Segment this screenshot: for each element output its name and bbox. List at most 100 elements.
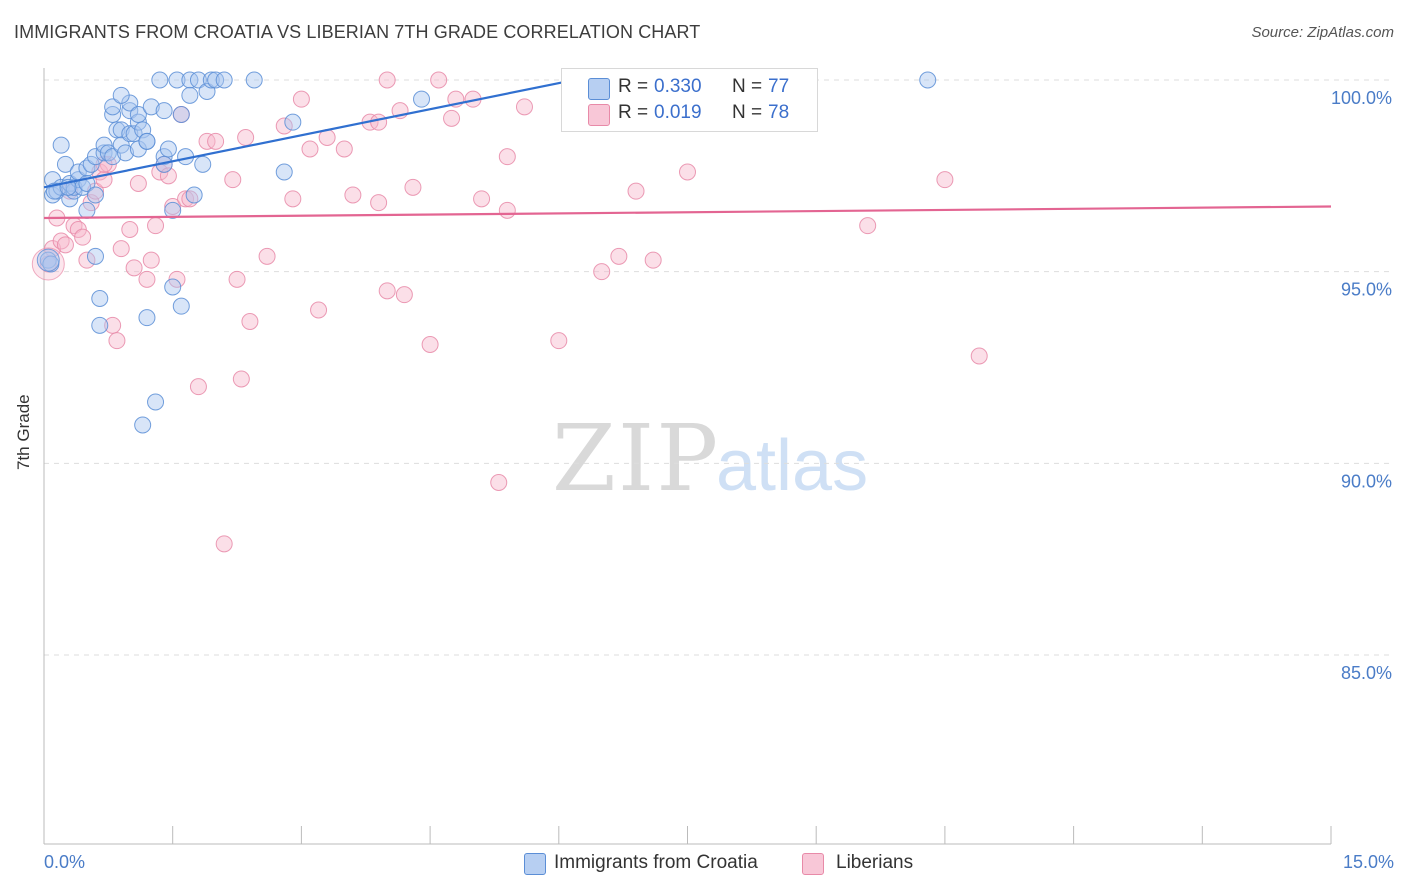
liberia-point: [78, 251, 96, 269]
legend-r-label: R =: [618, 102, 649, 123]
y-axis-label: 7th Grade: [14, 394, 33, 470]
croatia-point: [112, 86, 130, 104]
croatia-point: [142, 98, 160, 116]
chart-title: IMMIGRANTS FROM CROATIA VS LIBERIAN 7TH …: [14, 22, 701, 42]
croatia-point: [245, 71, 263, 89]
liberia-point: [936, 171, 954, 189]
croatia-point: [155, 102, 173, 120]
croatia-point: [117, 144, 135, 162]
liberia-point: [69, 221, 87, 238]
croatia-point: [104, 98, 122, 116]
croatia-point: [86, 186, 104, 204]
liberia-point: [129, 175, 147, 192]
y-tick-label: 100.0%: [1331, 88, 1392, 108]
croatia-point: [181, 86, 199, 104]
croatia-point: [413, 90, 431, 108]
liberia-point: [370, 113, 388, 131]
liberia-point: [138, 270, 156, 288]
croatia-point: [147, 393, 165, 411]
liberia-point: [395, 286, 413, 304]
liberia-point: [207, 132, 225, 150]
y-tick-label: 85.0%: [1341, 663, 1392, 683]
croatia-point: [172, 106, 190, 123]
liberia-point: [74, 228, 92, 246]
liberia-point: [142, 251, 160, 269]
y-tick-label: 90.0%: [1341, 471, 1392, 491]
liberia-point: [378, 282, 396, 300]
liberia-point: [473, 190, 491, 208]
legend-n-value-croatia: 77: [768, 76, 790, 97]
liberia-point: [404, 178, 422, 196]
croatia-point: [91, 316, 109, 334]
croatia-point: [919, 71, 937, 89]
croatia-point: [284, 113, 302, 131]
liberia-point: [679, 163, 696, 181]
liberia-trend-line: [43, 205, 1332, 220]
croatia-point: [52, 136, 70, 154]
legend-label-croatia: Immigrants from Croatia: [554, 852, 758, 873]
croatia-point: [78, 201, 96, 219]
liberia-point: [421, 336, 439, 353]
liberia-point: [644, 251, 662, 269]
source-credit: Source: ZipAtlas.com: [1251, 24, 1394, 41]
liberia-point: [56, 236, 74, 254]
croatia-point: [112, 136, 130, 154]
liberia-point: [610, 247, 628, 265]
liberia-point: [198, 132, 216, 150]
liberia-point: [147, 217, 165, 235]
liberia-point: [498, 148, 516, 166]
croatia-point: [95, 136, 113, 154]
liberia-point: [344, 186, 362, 204]
legend-label-liberia: Liberians: [836, 852, 914, 873]
liberia-point: [310, 301, 328, 319]
legend-r-value-croatia: 0.330: [654, 76, 702, 97]
croatia-point: [159, 140, 177, 158]
croatia-point: [134, 416, 152, 434]
y-tick-label: 95.0%: [1341, 280, 1392, 300]
liberia-point: [237, 129, 255, 146]
liberia-point: [498, 201, 516, 219]
legend-r-label: R =: [618, 76, 649, 97]
liberia-point: [301, 140, 319, 158]
croatia-cluster-point: [36, 248, 60, 272]
croatia-point: [121, 125, 139, 143]
liberia-point: [215, 535, 233, 553]
croatia-point: [172, 297, 190, 315]
croatia-point: [215, 71, 233, 89]
liberia-point: [224, 171, 242, 189]
liberia-point: [593, 263, 611, 281]
liberia-point: [370, 194, 388, 212]
croatia-point: [112, 121, 130, 139]
liberia-point: [112, 240, 130, 258]
x-axis-min-label: 0.0%: [44, 852, 86, 872]
legend-r-value-liberia: 0.019: [654, 102, 702, 123]
liberia-point: [430, 71, 448, 89]
liberia-point: [284, 190, 302, 208]
croatia-point: [185, 186, 203, 204]
liberia-point: [228, 270, 246, 288]
legend-n-label: N =: [732, 102, 763, 123]
croatia-trend-line: [43, 75, 594, 189]
liberia-point: [164, 198, 182, 215]
liberia-point: [189, 378, 207, 396]
liberia-point: [168, 270, 186, 288]
axes: [43, 68, 1332, 845]
croatia-point: [207, 71, 225, 89]
x-axis-max-label: 15.0%: [1342, 852, 1394, 872]
croatia-point: [82, 155, 100, 173]
legend-n-label: N =: [732, 76, 763, 97]
liberia-point: [627, 182, 645, 200]
trend-lines: [43, 75, 1332, 220]
croatia-point: [168, 71, 186, 89]
liberia-point: [335, 140, 353, 158]
croatia-point: [151, 71, 169, 89]
croatia-point: [86, 148, 104, 166]
croatia-point: [202, 71, 220, 89]
croatia-point: [138, 132, 156, 150]
gridlines: [44, 79, 1392, 656]
legend-swatch-liberia: [802, 853, 824, 875]
legend-n-value-liberia: 78: [768, 102, 790, 123]
liberia-point: [490, 474, 508, 491]
liberia-point: [970, 347, 988, 365]
